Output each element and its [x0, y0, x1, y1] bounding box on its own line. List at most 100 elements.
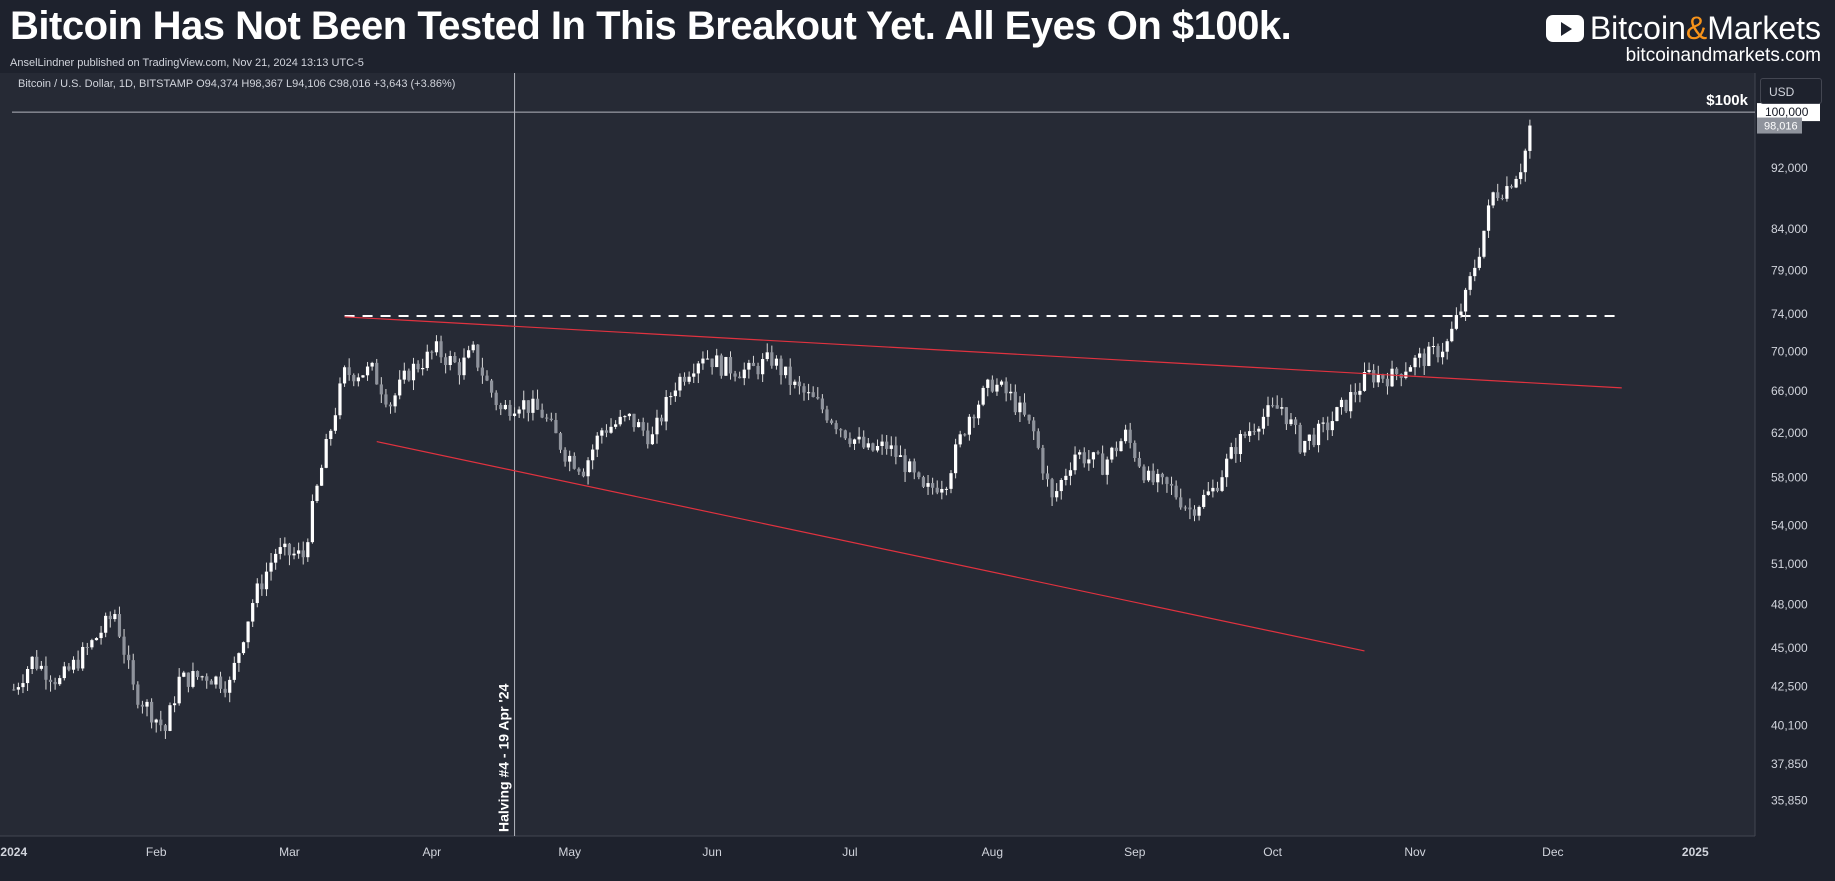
candle-body	[1390, 368, 1394, 387]
candle-body	[1316, 423, 1321, 446]
candle-body	[540, 409, 544, 418]
y-tick-label: 62,000	[1771, 426, 1808, 440]
candle-body	[1261, 416, 1266, 429]
candle-body	[489, 380, 494, 393]
candle-body	[963, 434, 967, 436]
candle-body	[1055, 491, 1059, 498]
candle-body	[1408, 367, 1413, 372]
candle-body	[1225, 458, 1229, 478]
candle-body	[1082, 452, 1086, 464]
candle-body	[1491, 192, 1495, 206]
candle-body	[1509, 186, 1514, 188]
candle-body	[1293, 419, 1298, 425]
candle-body	[650, 434, 654, 445]
candle-body	[577, 468, 581, 472]
candle-body	[127, 654, 131, 661]
candle-body	[1257, 428, 1261, 432]
candle-body	[1289, 419, 1293, 425]
candle-body	[159, 719, 163, 726]
x-tick-label: Jul	[842, 845, 857, 859]
candle-body	[545, 417, 549, 419]
candle-body	[535, 398, 540, 410]
candle-body	[1454, 315, 1458, 329]
candle-body	[1376, 374, 1380, 383]
price-chart[interactable]: Bitcoin / U.S. Dollar, 1D, BITSTAMP O94,…	[0, 73, 1835, 881]
candle-body	[609, 426, 613, 433]
youtube-play-icon	[1545, 15, 1584, 42]
y-tick-label: 42,500	[1771, 679, 1808, 693]
y-tick-label: 48,000	[1771, 598, 1808, 612]
candle-body	[852, 439, 857, 444]
candle-body	[1482, 230, 1486, 257]
candle-body	[145, 701, 149, 707]
candle-body	[1032, 420, 1036, 432]
x-tick-label: May	[558, 845, 581, 859]
candle-body	[1344, 399, 1348, 412]
candle-body	[926, 483, 930, 487]
candle-body	[494, 392, 498, 406]
price-axis-panel	[1755, 73, 1835, 881]
candle-body	[1183, 507, 1187, 509]
candle-body	[1496, 192, 1500, 199]
candle-body	[434, 341, 439, 353]
candle-body	[885, 441, 889, 449]
y-tick-label: 45,000	[1771, 641, 1808, 655]
candle-body	[958, 434, 962, 445]
candle-body	[1128, 429, 1132, 443]
candle-body	[554, 420, 558, 434]
candle-body	[512, 413, 517, 416]
candle-body	[1519, 172, 1523, 179]
candle-body	[898, 455, 903, 457]
candle-body	[1114, 447, 1119, 452]
y-tick-label: 35,850	[1771, 793, 1808, 807]
candle-body	[411, 363, 416, 381]
candle-body	[600, 430, 604, 436]
candle-body	[1004, 381, 1008, 394]
candle-body	[1105, 459, 1109, 475]
candle-body	[572, 455, 576, 469]
candle-body	[705, 358, 710, 360]
candle-body	[1266, 405, 1270, 417]
candle-body	[205, 676, 209, 681]
candle-body	[770, 352, 774, 366]
candle-body	[44, 665, 48, 680]
candle-body	[508, 404, 512, 416]
candle-body	[1440, 351, 1445, 358]
candle-body	[1335, 407, 1339, 422]
upper-wedge-line	[344, 316, 1622, 389]
candle-body	[857, 436, 861, 440]
candle-body	[264, 571, 269, 590]
candle-body	[1206, 491, 1210, 495]
candle-body	[1252, 431, 1256, 433]
candle-body	[237, 653, 241, 663]
candle-body	[880, 441, 884, 446]
candle-body	[875, 445, 880, 451]
y-tick-label: 54,000	[1771, 519, 1808, 533]
candle-body	[761, 359, 765, 375]
candle-body	[297, 550, 301, 554]
candle-body	[1468, 276, 1472, 290]
candle-body	[862, 436, 866, 448]
candle-body	[806, 392, 811, 394]
candle-body	[912, 461, 916, 473]
candle-body	[384, 394, 388, 405]
y-tick-label: 74,000	[1771, 307, 1808, 321]
candle-body	[402, 370, 406, 380]
candle-body	[35, 656, 39, 669]
candle-body	[39, 665, 43, 669]
candle-body	[136, 684, 140, 705]
candle-body	[1404, 371, 1408, 378]
candle-body	[71, 659, 76, 670]
x-tick-label: Feb	[146, 845, 167, 859]
candle-body	[278, 547, 282, 554]
candle-body	[76, 659, 80, 669]
candle-body	[1160, 473, 1164, 478]
page-title: Bitcoin Has Not Been Tested In This Brea…	[10, 4, 1292, 48]
candle-body	[150, 701, 154, 723]
candle-body	[329, 430, 333, 440]
candle-body	[25, 668, 30, 684]
candle-body	[16, 687, 20, 690]
currency-button[interactable]: USD	[1760, 78, 1822, 104]
candle-body	[131, 660, 135, 685]
candle-body	[182, 672, 186, 677]
